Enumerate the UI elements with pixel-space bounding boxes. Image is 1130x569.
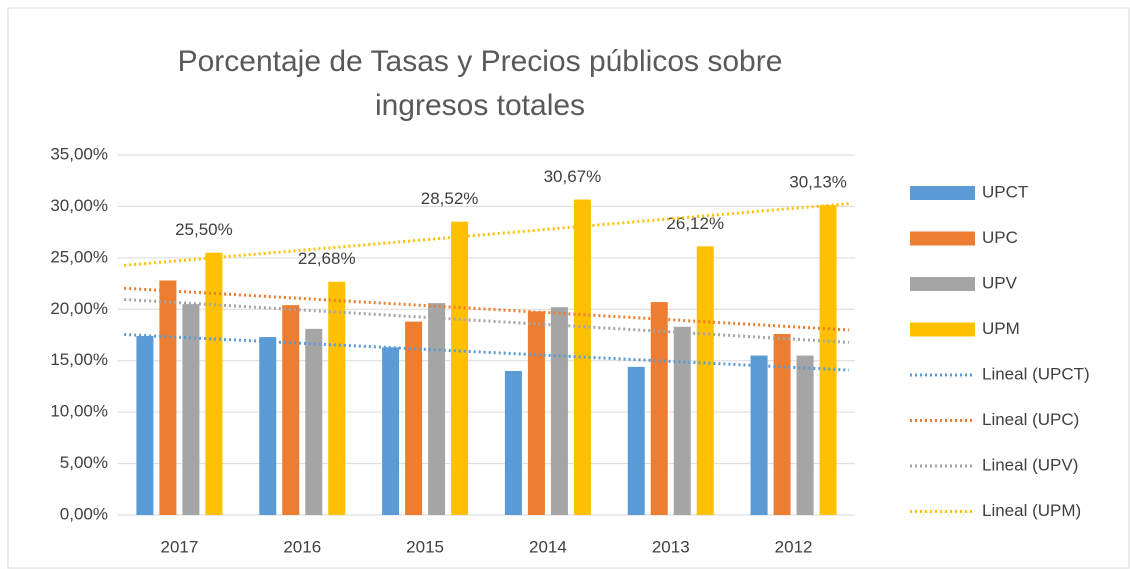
bar (573, 199, 591, 515)
trendline (124, 286, 849, 332)
legend-label: Lineal (UPCT) (982, 364, 1090, 383)
bar (305, 328, 323, 515)
x-tick-label: 2017 (161, 537, 199, 556)
bar (550, 307, 568, 515)
chart-border (7, 7, 1130, 569)
bar (650, 302, 668, 515)
x-tick-label: 2014 (529, 537, 567, 556)
y-tick-label: 35,00% (50, 144, 108, 163)
bar (527, 311, 545, 515)
bar (504, 371, 522, 515)
bar (627, 366, 645, 515)
chart-title: Porcentaje de Tasas y Precios públicos s… (177, 45, 783, 122)
data-label: 25,50% (175, 220, 233, 239)
legend-swatch (910, 186, 975, 200)
data-label: 26,12% (666, 214, 724, 233)
bar (750, 355, 768, 515)
legend-label: UPM (982, 319, 1020, 338)
bar (773, 333, 791, 515)
x-tick-label: 2016 (283, 537, 321, 556)
y-tick-label: 20,00% (50, 299, 108, 318)
bar (673, 326, 691, 515)
y-tick-label: 25,00% (50, 247, 108, 266)
bar (182, 304, 200, 515)
x-tick-label: 2012 (775, 537, 813, 556)
x-tick-label: 2015 (406, 537, 444, 556)
bar (382, 347, 400, 515)
bar (405, 321, 423, 515)
data-label: 30,67% (544, 167, 602, 186)
bar (796, 355, 814, 515)
bar (205, 252, 223, 515)
data-label: 22,68% (298, 249, 356, 268)
y-tick-label: 0,00% (60, 504, 108, 523)
legend-label: Lineal (UPV) (982, 455, 1078, 474)
bar (696, 246, 714, 515)
bar (259, 337, 277, 515)
trendline (124, 297, 849, 344)
data-label: 30,13% (789, 173, 847, 192)
bar (451, 221, 469, 515)
bar (328, 281, 346, 515)
legend-swatch (910, 231, 975, 246)
bar (282, 305, 300, 515)
legend-label: Lineal (UPC) (982, 410, 1079, 429)
y-tick-label: 30,00% (50, 196, 108, 215)
trendline (124, 202, 849, 267)
legend-label: UPCT (982, 182, 1028, 201)
bar (819, 205, 837, 515)
trendline (124, 333, 849, 372)
y-tick-label: 15,00% (50, 350, 108, 369)
legend-swatch (910, 277, 975, 291)
data-label: 28,52% (421, 189, 479, 208)
bar (159, 280, 177, 515)
legend-label: UPC (982, 228, 1018, 247)
y-tick-label: 10,00% (50, 402, 108, 421)
bar (136, 336, 154, 515)
legend-label: Lineal (UPM) (982, 501, 1081, 520)
bar (428, 303, 446, 515)
y-tick-label: 5,00% (60, 453, 108, 472)
x-tick-label: 2013 (652, 537, 690, 556)
legend-label: UPV (982, 273, 1018, 292)
legend-swatch (910, 322, 975, 337)
